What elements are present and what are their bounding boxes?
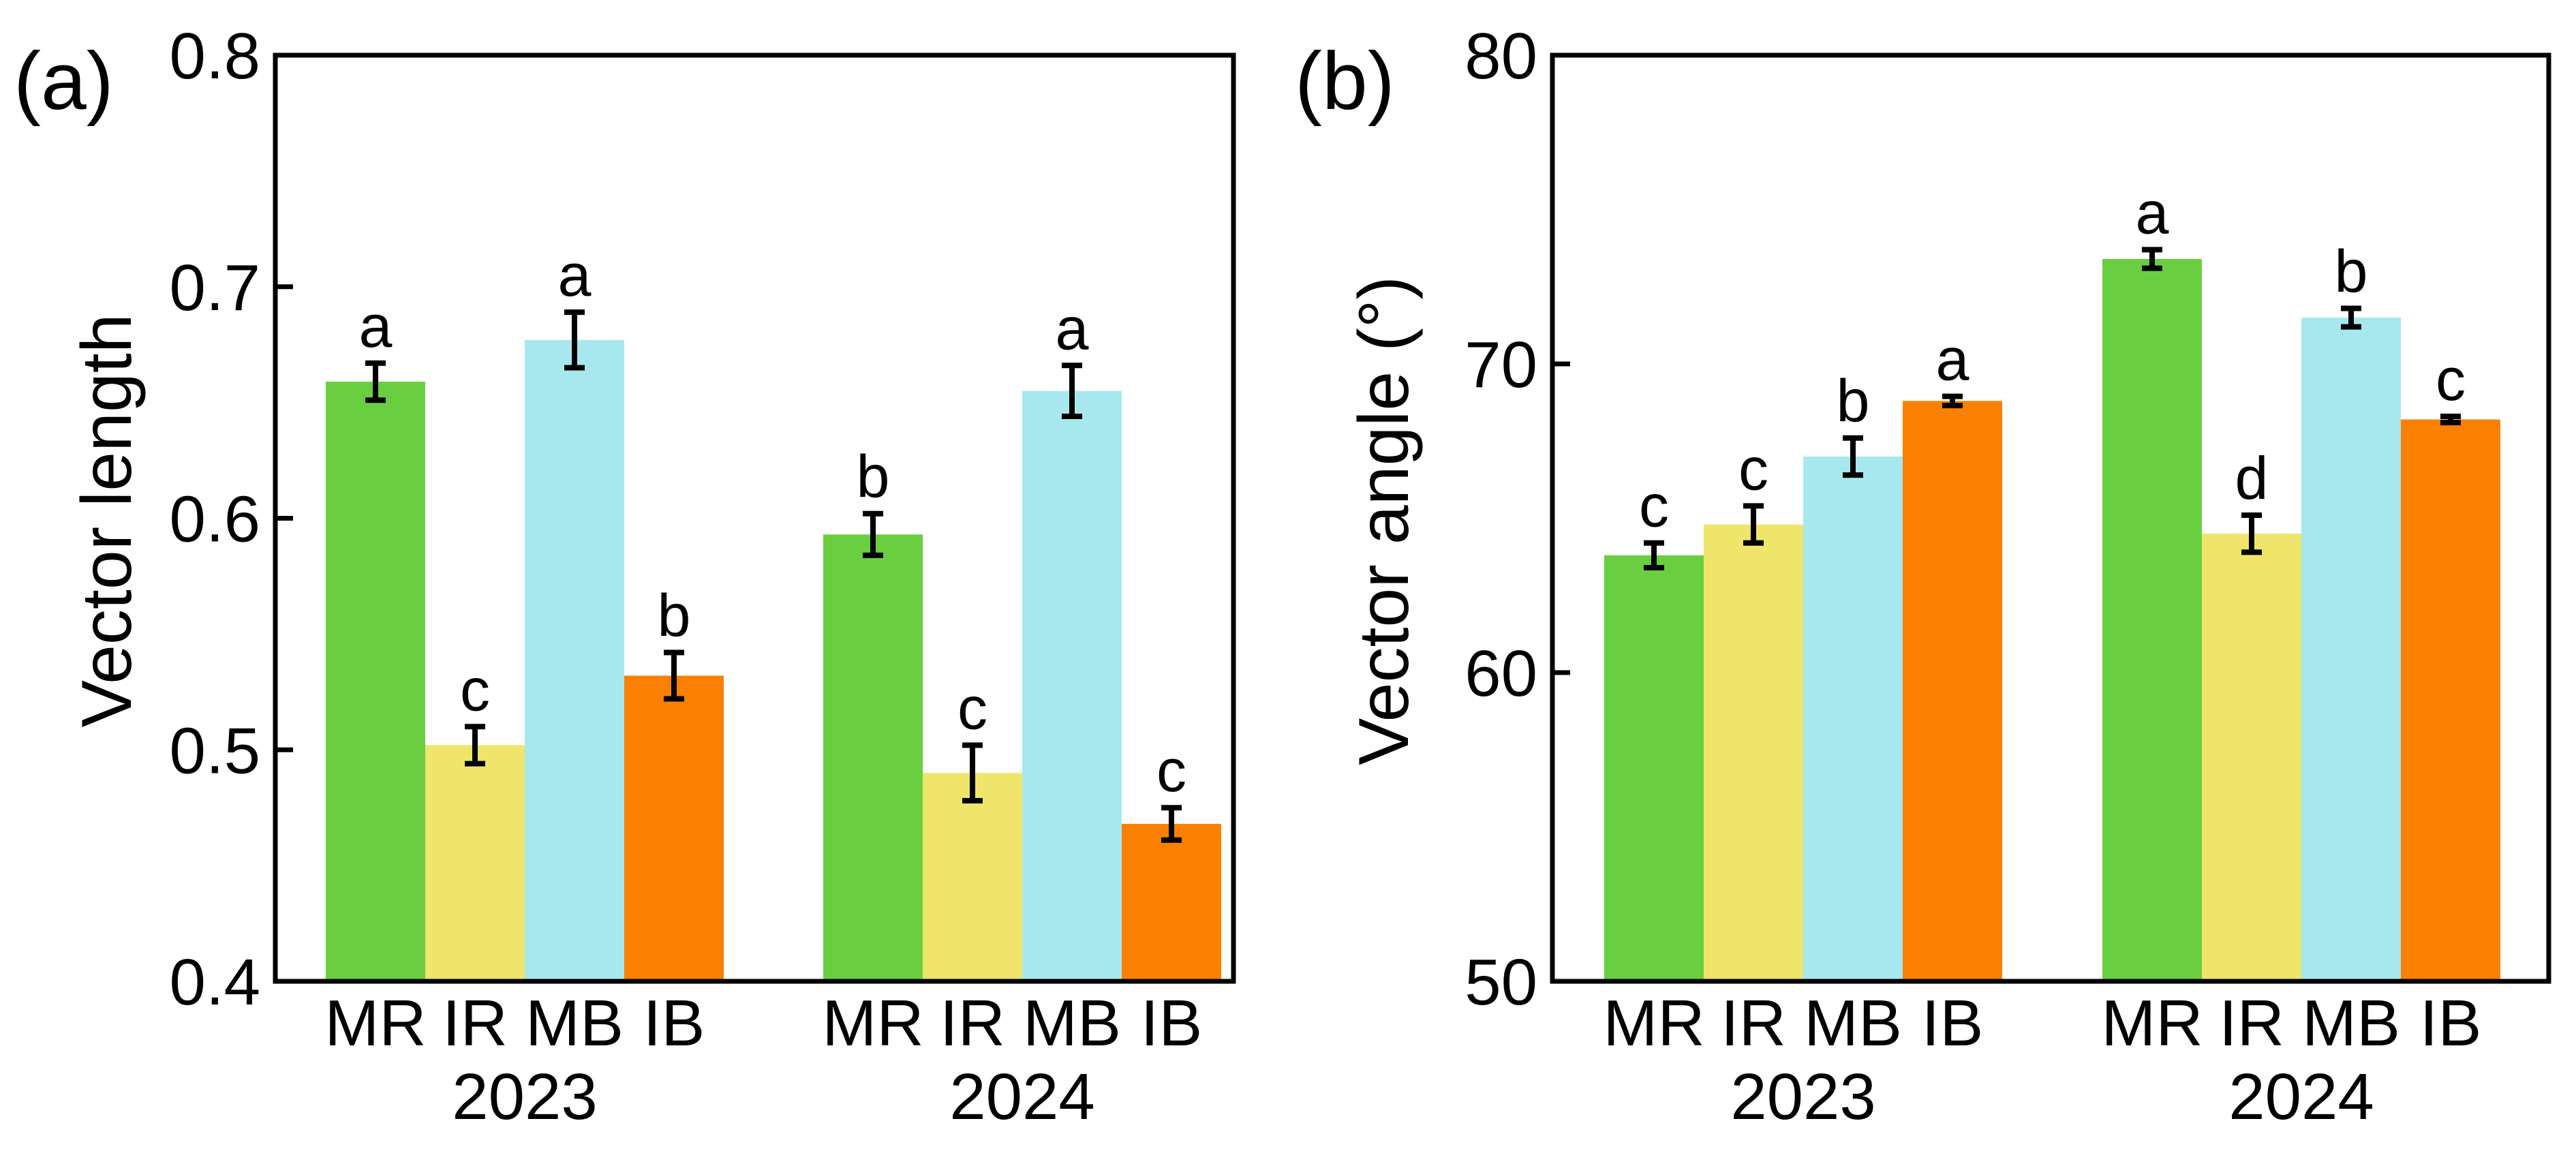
panel-a-ytick-label-4: 0.8 <box>170 20 260 93</box>
panel-a-ytick-label-3: 0.7 <box>170 251 260 324</box>
panel-a-category-label-2023-MB: MB <box>525 987 624 1060</box>
panel-a-bar-2023-MR <box>326 382 425 981</box>
panel-a-bar-2024-MR <box>823 534 923 981</box>
panel-b-errorbar-2023-MR <box>1644 540 1664 570</box>
panel-b-plot: c MR c IR b MB a IB 2023 a MR d IR b MB c IB 2024 50 60 70 80 <box>1465 20 2551 1133</box>
panel-b-letter-2024-MR: a <box>2136 179 2169 246</box>
panel-b-letter-2023-MB: b <box>1837 367 1870 435</box>
panel-a-category-label-2024-IB: IB <box>1141 987 1203 1060</box>
panel-b-ytick-label-0: 50 <box>1465 946 1537 1019</box>
panel-a-letter-2023-MR: a <box>359 292 393 360</box>
panel-a-bar-2024-IR <box>923 773 1022 981</box>
panel-b-bar-2023-IR <box>1704 524 1803 981</box>
panel-a-letter-2024-IB: c <box>1156 737 1186 804</box>
panel-a-letter-2024-MB: a <box>1056 294 1089 362</box>
panel-b-bar-2023-MB <box>1803 456 1903 981</box>
panel-b-letter-2024-IR: d <box>2235 444 2269 512</box>
panel-b-category-label-2024-IR: IR <box>2219 987 2284 1060</box>
panel-a-letter-2023-MB: a <box>558 241 592 309</box>
panel-b-errorbar-2023-IR <box>1743 503 1764 546</box>
panel-b-category-label-2023-MB: MB <box>1804 987 1902 1060</box>
panel-a-bar-2024-MB <box>1022 390 1122 981</box>
panel-b-ytick-label-2: 70 <box>1465 328 1537 401</box>
panel-b-bar-2023-MR <box>1604 555 1704 981</box>
panel-b-letter-2024-IB: c <box>2436 346 2466 413</box>
panel-a-letter-2023-IB: b <box>658 582 691 649</box>
panel-a-errorbar-2024-MB <box>1062 363 1082 420</box>
panel-a-plot: a MR c IR a MB b IB 2023 b MR c IR a MB c IB 2024 0.4 0.5 0.… <box>170 20 1236 1133</box>
panel-b-bar-2024-MR <box>2102 258 2202 982</box>
panel-b-label: (b) <box>1295 35 1395 127</box>
panel-b-ytick-label-3: 80 <box>1465 20 1537 93</box>
panel-a-label: (a) <box>14 35 114 127</box>
panel-a-bar-2023-IR <box>425 745 525 981</box>
panel-a-bar-2023-IB <box>624 675 724 981</box>
panel-b-category-label-2023-IB: IB <box>1922 987 1984 1060</box>
panel-b-category-label-2024-IB: IB <box>2420 987 2482 1060</box>
panel-a-ylabel: Vector length <box>67 313 147 727</box>
panel-b-category-label-2024-MB: MB <box>2302 987 2400 1060</box>
panel-a-ytick-label-1: 0.5 <box>170 714 260 787</box>
panel-a: (a) Vector length a MR c IR a MB b IB 2023 b MR c IR… <box>14 20 1236 1133</box>
panel-a-letter-2024-IR: c <box>957 674 987 741</box>
panel-a-category-label-2024-IR: IR <box>940 987 1005 1060</box>
panel-b: (b) Vector angle (°) c MR c IR b MB a IB 2023 a MR… <box>1295 20 2551 1133</box>
panel-a-ytick-label-0: 0.4 <box>170 946 260 1019</box>
panel-a-errorbar-2023-IB <box>664 649 684 702</box>
panel-b-category-label-2023-IR: IR <box>1721 987 1786 1060</box>
panel-b-letter-2023-IR: c <box>1738 435 1768 502</box>
panel-b-bar-2024-MB <box>2301 318 2401 981</box>
panel-a-errorbar-2023-MB <box>564 309 585 371</box>
panel-a-ytick-label-2: 0.6 <box>170 483 260 556</box>
panel-a-category-label-2023-MR: MR <box>324 987 426 1060</box>
panel-b-letter-2024-MB: b <box>2335 237 2368 305</box>
panel-a-year-label-2024: 2024 <box>949 1060 1095 1133</box>
panel-b-year-label-2023: 2023 <box>1730 1060 1876 1133</box>
panel-a-letter-2023-IR: c <box>460 656 490 723</box>
panel-b-letter-2023-MR: c <box>1639 472 1669 540</box>
panel-b-ytick-label-1: 60 <box>1465 637 1537 710</box>
panel-a-errorbar-2024-MR <box>863 510 883 558</box>
panel-b-errorbar-2024-IR <box>2241 512 2262 555</box>
panel-b-errorbar-2023-IB <box>1942 393 1963 409</box>
panel-a-year-label-2023: 2023 <box>452 1060 598 1133</box>
panel-a-bar-2024-IB <box>1122 823 1221 981</box>
panel-b-bar-2024-IB <box>2401 419 2500 981</box>
panel-b-errorbar-2024-MB <box>2341 305 2361 330</box>
panel-b-errorbar-2023-MB <box>1843 435 1863 478</box>
panel-b-category-label-2024-MR: MR <box>2101 987 2203 1060</box>
panel-b-axes-frame <box>1550 52 2551 984</box>
panel-a-errorbar-2024-IR <box>962 742 983 803</box>
panel-a-errorbar-2023-MR <box>365 360 386 403</box>
panel-b-year-label-2024: 2024 <box>2228 1060 2374 1133</box>
panel-a-category-label-2024-MB: MB <box>1023 987 1121 1060</box>
panel-b-errorbar-2024-MR <box>2142 247 2162 271</box>
panel-b-ylabel: Vector angle (°) <box>1345 276 1424 765</box>
panel-a-category-label-2023-IB: IB <box>643 987 705 1060</box>
panel-a-errorbar-2024-IB <box>1161 805 1182 843</box>
panel-b-bar-2024-IR <box>2202 534 2301 981</box>
panel-a-category-label-2024-MR: MR <box>822 987 923 1060</box>
panel-a-errorbar-2023-IR <box>465 724 485 767</box>
panel-b-letter-2023-IB: a <box>1936 326 1969 393</box>
panel-a-bar-2023-MB <box>525 339 624 982</box>
panel-a-letter-2024-MR: b <box>857 443 890 510</box>
panel-a-category-label-2023-IR: IR <box>442 987 508 1060</box>
panel-b-bar-2023-IB <box>1903 401 2002 981</box>
panel-b-category-label-2023-MR: MR <box>1603 987 1704 1060</box>
panel-b-errorbar-2024-IB <box>2440 414 2461 426</box>
